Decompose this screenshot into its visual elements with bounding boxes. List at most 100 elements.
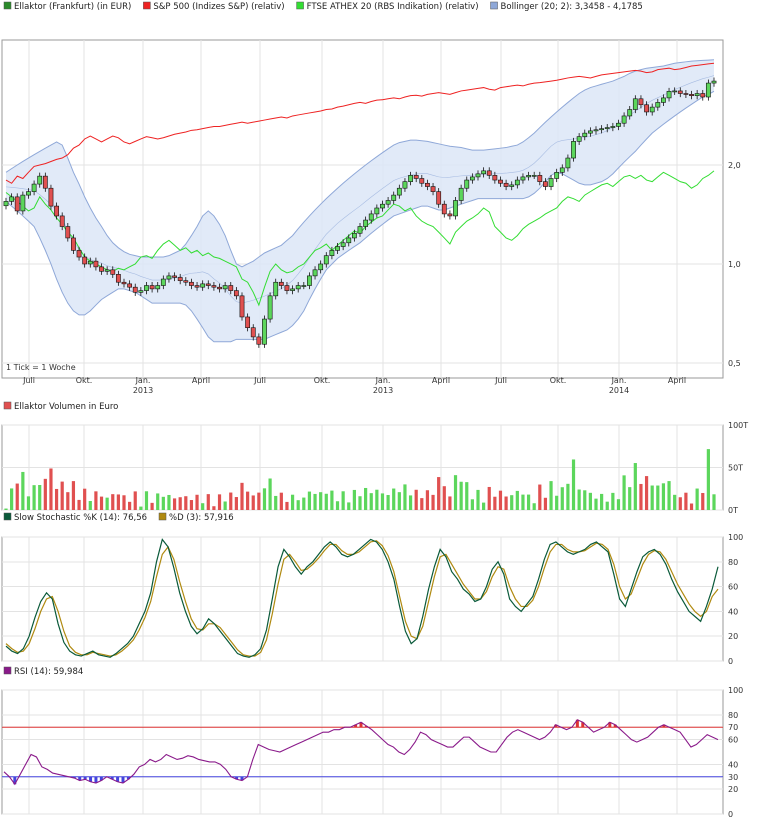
- stochastic-panel-frame: [1, 536, 724, 662]
- volume-bar: [375, 489, 379, 510]
- candle-body: [48, 187, 54, 207]
- volume-bar: [189, 500, 194, 510]
- candle-body: [565, 157, 571, 169]
- volume-bar: [515, 490, 519, 510]
- candle-body: [408, 175, 413, 182]
- candle-body: [71, 237, 76, 251]
- volume-bar: [184, 496, 188, 510]
- candle-body: [183, 280, 189, 283]
- candle-body: [492, 175, 498, 181]
- volume-bar: [701, 492, 705, 510]
- candle-body: [587, 130, 593, 134]
- rsi-panel-frame: [1, 689, 724, 815]
- volume-bar: [206, 494, 210, 510]
- stochastic-y-tick-label: 40: [728, 607, 738, 616]
- candle-body: [374, 207, 380, 215]
- x-tick-year: 2014: [609, 386, 629, 395]
- candle-body: [301, 285, 307, 287]
- volume-bar: [644, 476, 649, 510]
- candle-body: [290, 288, 295, 291]
- rsi-y-tick-label: 40: [728, 760, 738, 769]
- x-tick-label: Jan.: [375, 376, 391, 385]
- candle-body: [655, 102, 661, 108]
- volume-bar: [403, 484, 407, 510]
- volume-bar: [358, 496, 362, 510]
- candle-body: [239, 295, 245, 318]
- candle-body: [498, 179, 503, 184]
- rsi-y-tick-label: 70: [728, 723, 738, 732]
- candle-body: [481, 170, 487, 175]
- x-tick-year: 2013: [133, 386, 153, 395]
- volume-bar: [482, 502, 486, 510]
- candle-body: [31, 183, 37, 192]
- volume-bar: [414, 489, 418, 510]
- volume-bar: [60, 481, 64, 510]
- candle-body: [284, 285, 290, 291]
- candle-body: [155, 285, 161, 290]
- volume-bar: [470, 499, 474, 510]
- volume-bar: [504, 496, 508, 510]
- volume-bar: [583, 490, 587, 510]
- candle-body: [576, 136, 582, 142]
- volume-bar: [521, 494, 525, 510]
- candle-body: [700, 93, 706, 98]
- stochastic-k-line: [5, 538, 719, 658]
- volume-bar: [307, 491, 312, 510]
- x-tick-label: April: [192, 376, 210, 385]
- x-tick-label: Juli: [494, 376, 507, 385]
- volume-bar: [172, 498, 177, 510]
- volume-bar: [116, 494, 120, 510]
- candle-body: [76, 250, 82, 258]
- candle-body: [267, 295, 273, 320]
- candle-body: [661, 97, 666, 103]
- volume-bar: [588, 492, 592, 510]
- volume-bar: [274, 495, 278, 510]
- volume-bar: [268, 478, 272, 510]
- legend-swatch: [143, 1, 151, 10]
- volume-bar: [532, 503, 536, 510]
- price-y-tick-label: 0,5: [728, 359, 741, 368]
- candle-body: [554, 172, 560, 179]
- volume-bar: [493, 496, 497, 510]
- volume-bar: [262, 488, 267, 510]
- candle-body: [121, 281, 127, 285]
- volume-bar: [240, 482, 244, 510]
- volume-bar: [77, 499, 81, 510]
- candle-body: [571, 141, 576, 159]
- candle-body: [430, 186, 436, 192]
- candle-body: [464, 179, 470, 189]
- legend-swatch: [3, 1, 12, 10]
- volume-bar: [195, 494, 199, 510]
- volume-bar: [695, 488, 699, 510]
- volume-bar: [431, 494, 435, 510]
- candle-body: [453, 200, 458, 217]
- volume-bar: [156, 493, 160, 510]
- candle-body: [14, 196, 20, 212]
- candle-body: [644, 104, 649, 113]
- x-tick-label: April: [432, 376, 450, 385]
- rsi-y-tick-label: 60: [728, 736, 738, 745]
- volume-bar: [555, 495, 559, 510]
- volume-bar: [437, 477, 441, 510]
- candle-body: [110, 269, 116, 275]
- volume-bar: [408, 495, 413, 510]
- candle-body: [20, 194, 26, 212]
- volume-bar: [448, 496, 452, 510]
- volume-bar: [392, 488, 396, 510]
- legend-swatch: [3, 401, 12, 410]
- candle-body: [621, 115, 627, 124]
- rsi-y-tick-label: 20: [728, 785, 738, 794]
- candle-body: [357, 226, 363, 234]
- volume-bar: [386, 495, 390, 510]
- legend-swatch: [3, 666, 12, 675]
- candle-body: [295, 285, 301, 290]
- candle-body: [217, 286, 222, 290]
- volume-bar: [684, 492, 688, 510]
- x-tick-label: April: [668, 376, 686, 385]
- candle-body: [256, 336, 262, 345]
- candle-body: [548, 178, 554, 187]
- candle-body: [340, 242, 346, 247]
- price-y-tick-label: 1,0: [728, 260, 741, 269]
- legend-label: FTSE ATHEX 20 (RBS Indikation) (relativ): [307, 2, 479, 12]
- volume-bar: [167, 494, 171, 510]
